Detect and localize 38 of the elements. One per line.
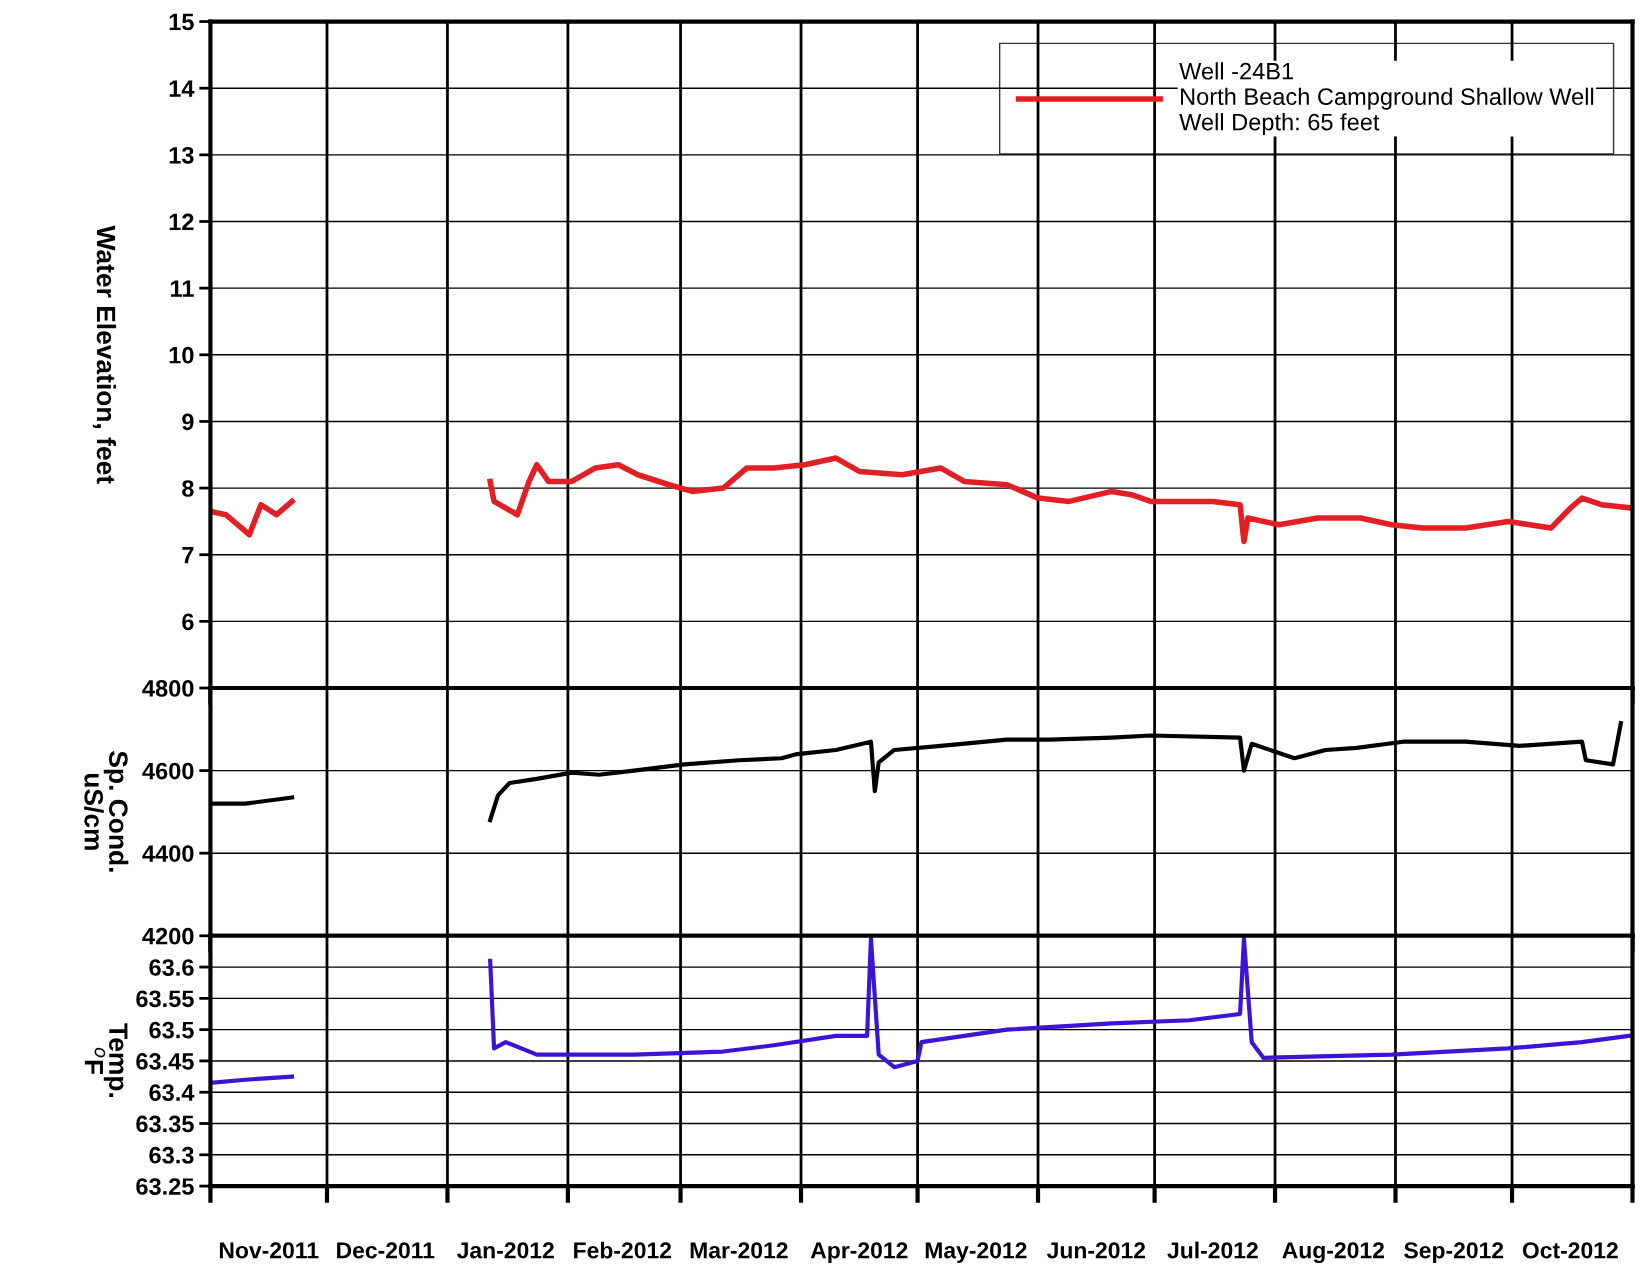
y-axis-title: Sp. Cond. uS/cm bbox=[84, 751, 129, 872]
x-tick-label: Aug-2012 bbox=[1282, 1242, 1384, 1264]
y-tick-label: 63.6 bbox=[149, 959, 194, 976]
y-tick-label: 63.3 bbox=[149, 1146, 194, 1164]
text: Well -24B1 North Beach Campground Shallow Well Well Depth: 65 feet bbox=[1179, 62, 1594, 136]
y-tick-label: 13 bbox=[169, 146, 194, 164]
y-tick-label: 6 bbox=[182, 613, 194, 631]
y-tick-label: 4600 bbox=[142, 762, 194, 780]
y-tick-label: 63.35 bbox=[136, 1115, 194, 1133]
x-tick-label: Jan-2012 bbox=[457, 1242, 554, 1259]
x-tick-label: Jun-2012 bbox=[1046, 1242, 1146, 1259]
x-tick-label: Mar-2012 bbox=[690, 1242, 788, 1259]
x-tick-label: Sep-2012 bbox=[1404, 1242, 1504, 1264]
y-tick-label: 9 bbox=[182, 413, 194, 431]
x-tick-label: May-2012 bbox=[925, 1242, 1027, 1264]
y-tick-label: 63.25 bbox=[136, 1178, 194, 1195]
x-tick-label: Feb-2012 bbox=[574, 1241, 672, 1259]
x-tick-label: Jul-2012 bbox=[1167, 1241, 1258, 1259]
x-tick-label: Oct-2012 bbox=[1522, 1242, 1618, 1259]
y-tick-label: 10 bbox=[169, 346, 194, 364]
x-tick-label: Apr-2012 bbox=[810, 1242, 908, 1264]
y-tick-label: 63.5 bbox=[149, 1021, 194, 1039]
x-tick-label: Nov-2011 bbox=[219, 1242, 319, 1259]
y-tick-label: 63.4 bbox=[149, 1084, 195, 1102]
y-tick-label: 14 bbox=[169, 80, 195, 97]
y-tick-label: 4400 bbox=[142, 845, 194, 862]
y-axis-title: Temp. $^{o}$F bbox=[84, 1023, 128, 1097]
y-tick-label: 63.45 bbox=[136, 1053, 194, 1070]
x-tick-label: Dec-2011 bbox=[337, 1242, 435, 1259]
y-axis-title: Water Elevation, feet bbox=[92, 225, 117, 484]
y-tick-label: 11 bbox=[170, 280, 194, 297]
y-tick-label: 15 bbox=[169, 13, 194, 31]
y-tick-label: 7 bbox=[182, 547, 194, 564]
y-tick-label: 12 bbox=[169, 213, 194, 231]
y-tick-label: 4200 bbox=[142, 927, 194, 945]
y-tick-label: 63.55 bbox=[136, 990, 194, 1008]
y-tick-label: 4800 bbox=[142, 680, 194, 697]
y-tick-label: 8 bbox=[182, 480, 194, 497]
